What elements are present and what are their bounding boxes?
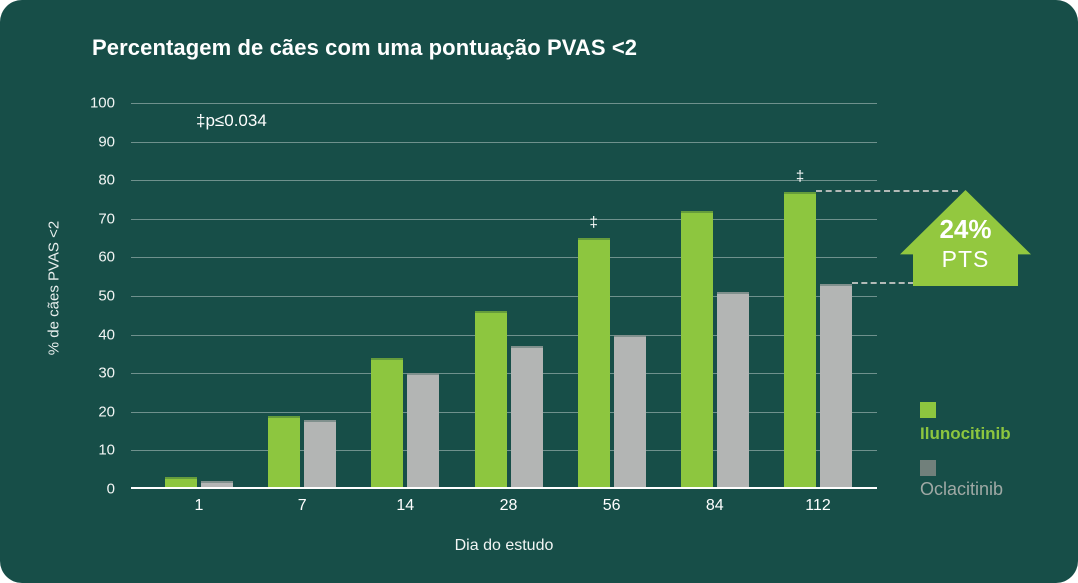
grid-line-70	[131, 218, 877, 220]
bar-oclacitinib-day-112	[820, 284, 852, 489]
y-tick-20: 20	[98, 403, 115, 421]
bar-oclacitinib-day-84	[716, 292, 749, 489]
callout-unit: PTS	[941, 245, 990, 272]
bar-ilunocitinib-day-7	[268, 415, 301, 489]
x-tick-1: 1	[194, 497, 204, 514]
x-tick-14: 14	[396, 497, 415, 514]
callout-value: 24%	[939, 213, 992, 244]
y-tick-0: 0	[106, 480, 115, 498]
y-tick-50: 50	[98, 287, 115, 305]
legend-label-oclacitinib: Oclacitinib	[920, 479, 1004, 499]
difference-callout: 24% PTS	[900, 189, 1031, 287]
dashed-line-ilunocitinib-top	[816, 189, 958, 192]
bar-ilunocitinib-day-1	[165, 477, 197, 489]
chart-title: Percentagem de cães com uma pontuação PV…	[92, 35, 638, 60]
y-axis-title: % de cães PVAS <2	[45, 220, 63, 356]
bar-ilunocitinib-day-56	[577, 238, 610, 489]
bar-oclacitinib-day-56	[613, 334, 646, 489]
y-tick-10: 10	[98, 441, 115, 459]
significance-marker-day-56: ‡	[589, 214, 598, 232]
grid-line-100	[131, 103, 877, 104]
legend-label-ilunocitinib: Ilunocitinib	[920, 424, 1011, 443]
bar-ilunocitinib-day-14	[371, 357, 404, 489]
x-tick-7: 7	[297, 497, 307, 514]
y-tick-70: 70	[98, 210, 115, 228]
legend-swatch-ilunocitinib	[920, 402, 936, 418]
grid-line-80	[131, 180, 877, 182]
y-tick-90: 90	[98, 133, 115, 151]
y-tick-80: 80	[98, 171, 115, 189]
x-tick-84: 84	[705, 497, 724, 514]
legend-swatch-oclacitinib	[920, 460, 936, 476]
x-axis-line	[131, 487, 877, 489]
p-value-annotation: ‡p≤0.034	[196, 111, 267, 130]
bar-ilunocitinib-day-28	[474, 311, 507, 489]
y-tick-100: 100	[89, 94, 115, 112]
bar-oclacitinib-day-1	[201, 481, 233, 489]
grid-line-50	[131, 296, 877, 297]
x-tick-56: 56	[602, 497, 621, 514]
dashed-line-oclacitinib-top	[852, 282, 914, 285]
bar-oclacitinib-day-28	[510, 346, 543, 489]
y-tick-60: 60	[98, 248, 115, 266]
grid-line-90	[131, 141, 877, 143]
bar-ilunocitinib-day-84	[680, 211, 713, 489]
x-tick-28: 28	[499, 497, 518, 514]
bar-oclacitinib-day-14	[407, 373, 440, 489]
y-tick-40: 40	[98, 326, 115, 344]
x-axis-title: Dia do estudo	[454, 537, 554, 554]
bar-oclacitinib-day-7	[304, 419, 337, 489]
significance-marker-day-112: ‡	[795, 167, 805, 185]
x-tick-112: 112	[805, 497, 831, 514]
bar-ilunocitinib-day-112	[784, 191, 816, 489]
up-arrow-icon	[900, 189, 1031, 287]
grid-line-60	[131, 257, 877, 259]
y-tick-30: 30	[98, 364, 115, 382]
